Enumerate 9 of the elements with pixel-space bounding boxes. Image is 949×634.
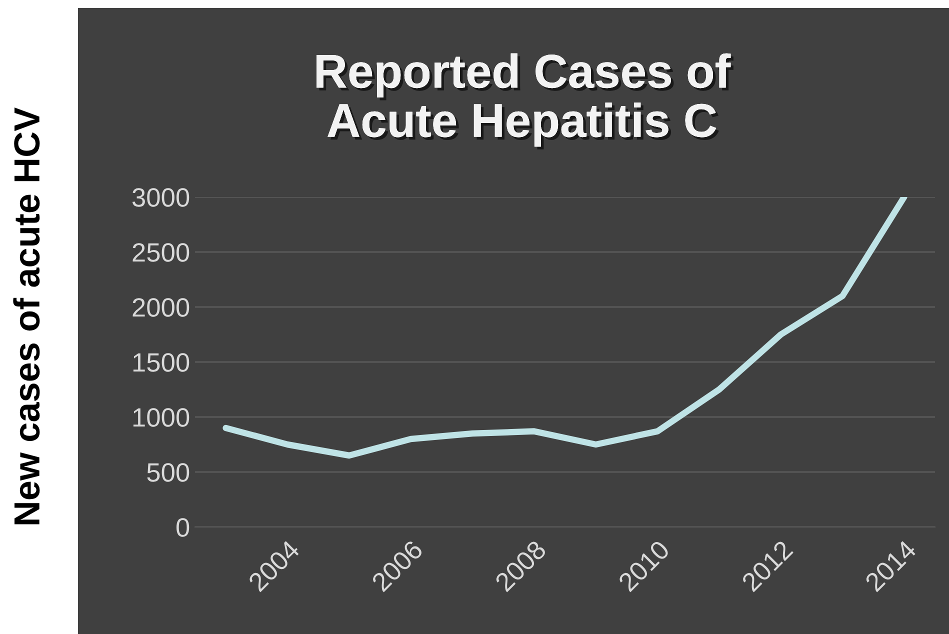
y-tick-label: 3000 [132,188,190,207]
y-tick-label: 500 [147,463,190,482]
y-tick-label: 1000 [133,408,190,427]
y-axis-title: New cases of acute HCV [13,108,40,524]
y-tick-label: 1500 [133,353,190,372]
y-tick-label: 2000 [132,298,190,317]
y-tick-label: 0 [176,518,190,537]
chart-title: Reported Cases of Acute Hepatitis C [316,53,734,150]
y-tick-label: 2500 [132,243,190,262]
